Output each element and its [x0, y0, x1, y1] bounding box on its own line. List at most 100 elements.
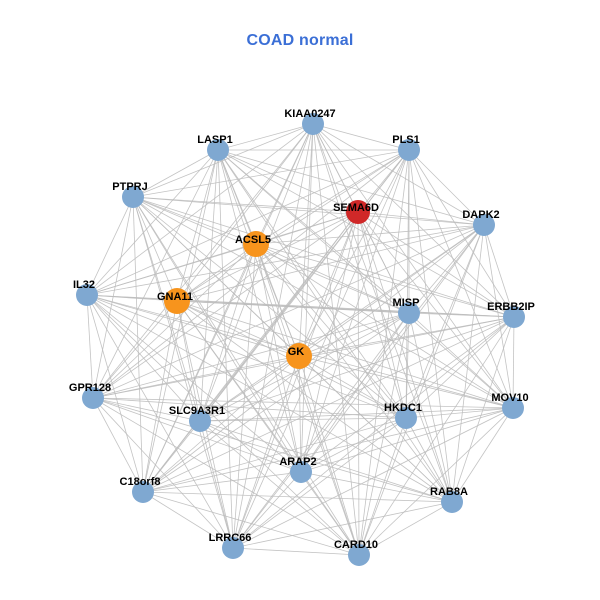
network-edge — [142, 420, 201, 493]
network-edge — [298, 355, 453, 503]
network-edge — [232, 471, 302, 549]
network-edge — [132, 196, 302, 473]
network-edge — [405, 417, 453, 503]
network-node-IL32 — [76, 284, 98, 306]
network-edge — [132, 196, 485, 226]
network-edge — [217, 149, 359, 213]
network-edge — [199, 420, 360, 556]
node-label-KIAA0247: KIAA0247 — [284, 108, 335, 120]
network-edge — [358, 501, 453, 556]
network-edge — [232, 501, 453, 549]
network-edge — [408, 149, 514, 409]
node-label-MISP: MISP — [393, 297, 420, 309]
network-edge — [298, 355, 407, 419]
network-node-PTPRJ — [122, 186, 144, 208]
network-edge — [298, 312, 410, 357]
network-edge — [255, 243, 515, 318]
network-edge — [176, 149, 219, 302]
network-edge — [92, 397, 234, 549]
node-label-RAB8A: RAB8A — [430, 486, 468, 498]
node-label-ARAP2: ARAP2 — [279, 456, 316, 468]
network-edge — [300, 417, 407, 473]
network-edge — [92, 397, 144, 493]
network-edge — [132, 196, 201, 422]
network-edge — [483, 224, 515, 318]
network-edge — [92, 123, 314, 399]
network-edge — [408, 149, 453, 503]
network-node-LRRC66 — [222, 537, 244, 559]
network-node-SLC9A3R1 — [189, 410, 211, 432]
network-edge — [132, 149, 219, 198]
network-edge — [86, 196, 134, 296]
network-edge — [142, 316, 515, 493]
network-edge — [86, 123, 314, 296]
network-edge — [86, 149, 219, 296]
network-edge — [300, 471, 453, 503]
network-edge — [142, 300, 178, 493]
network-edge — [405, 149, 410, 419]
network-edge — [86, 294, 453, 503]
network-edge — [176, 224, 485, 302]
network-edge — [232, 312, 410, 549]
network-edge — [86, 294, 360, 556]
node-label-IL32: IL32 — [73, 279, 95, 291]
network-edge — [92, 397, 453, 503]
node-label-DAPK2: DAPK2 — [462, 209, 499, 221]
network-edge — [86, 294, 300, 357]
network-edge — [86, 224, 485, 296]
network-edge — [92, 224, 485, 399]
network-edge — [408, 312, 453, 503]
network-edge — [255, 224, 485, 245]
network-node-LASP1 — [207, 139, 229, 161]
network-edge — [142, 407, 514, 493]
network-edge — [142, 491, 234, 549]
network-edge — [199, 224, 485, 422]
network-node-GK — [286, 343, 312, 369]
network-edge — [142, 243, 257, 493]
network-edge — [217, 149, 407, 419]
node-label-GK: GK — [288, 346, 305, 358]
network-edge — [132, 196, 234, 549]
network-edge — [312, 123, 410, 151]
network-edge — [312, 123, 360, 556]
network-edge — [300, 316, 515, 473]
network-edge — [92, 300, 178, 399]
network-edge — [358, 149, 410, 556]
network-edge — [408, 312, 515, 318]
network-edge — [405, 407, 514, 419]
network-edge — [408, 224, 485, 314]
network-edge — [86, 294, 94, 399]
network-edge — [142, 491, 453, 503]
network-edge — [512, 316, 515, 409]
network-node-C18orf8 — [132, 481, 154, 503]
network-edge — [232, 547, 360, 556]
node-label-GNA11: GNA11 — [157, 291, 193, 303]
network-edge — [300, 123, 314, 473]
network-edge — [358, 316, 515, 556]
network-edge — [176, 300, 514, 409]
network-edge — [176, 123, 314, 302]
network-edge — [176, 211, 359, 302]
network-edge — [217, 123, 314, 151]
node-label-PTPRJ: PTPRJ — [112, 181, 147, 193]
network-edge — [232, 316, 515, 549]
network-edge — [408, 149, 515, 318]
network-edge — [92, 397, 360, 556]
network-node-HKDC1 — [395, 407, 417, 429]
network-edge — [255, 149, 410, 245]
network-edge — [408, 149, 485, 226]
network-node-GPR128 — [82, 387, 104, 409]
network-edge — [92, 355, 300, 399]
network-edge — [176, 300, 300, 357]
network-edge — [199, 420, 302, 473]
node-label-HKDC1: HKDC1 — [384, 402, 422, 414]
network-edge — [92, 397, 201, 422]
network-edge — [357, 211, 410, 314]
network-edge — [312, 123, 514, 409]
node-label-PLS1: PLS1 — [392, 134, 420, 146]
network-edge — [92, 312, 410, 399]
network-edge — [92, 149, 410, 399]
network-edge — [86, 149, 410, 296]
node-label-CARD10: CARD10 — [334, 539, 378, 551]
